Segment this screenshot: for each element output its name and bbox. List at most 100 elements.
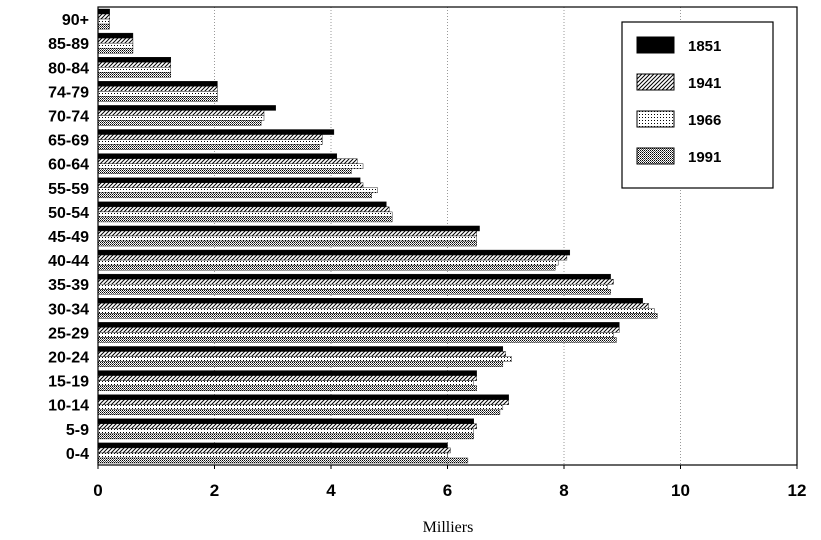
bar-35-39-1851 xyxy=(97,273,611,280)
bar-15-19-1851 xyxy=(97,370,477,376)
y-category-label: 35-39 xyxy=(48,277,89,294)
bar-80-84-1851 xyxy=(97,57,172,63)
bar-10-14-1941 xyxy=(97,399,509,405)
bar-55-59-1941 xyxy=(97,182,364,188)
bar-50-54-1941 xyxy=(97,206,390,213)
bar-70-74-1991 xyxy=(97,120,262,126)
bar-10-14-1966 xyxy=(97,404,504,410)
bar-10-14-1851 xyxy=(97,394,509,400)
bar-60-64-1851 xyxy=(97,153,338,159)
y-category-label: 85-89 xyxy=(48,36,89,53)
bar-74-79-1966 xyxy=(97,91,218,97)
legend-swatch-1851 xyxy=(636,36,675,54)
bar-70-74-1966 xyxy=(97,115,265,121)
y-category-label: 10-14 xyxy=(48,398,89,415)
bar-85-89-1991 xyxy=(97,47,134,54)
bar-15-19-1941 xyxy=(97,375,477,381)
legend-swatch-1991 xyxy=(636,147,675,165)
bar-74-79-1941 xyxy=(97,86,218,92)
x-tick-label: 2 xyxy=(210,481,219,500)
bar-15-19-1966 xyxy=(97,380,474,386)
bar-30-34-1991 xyxy=(97,313,658,319)
bar-55-59-1851 xyxy=(97,177,361,183)
bar-45-49-1941 xyxy=(97,230,477,237)
y-category-label: 55-59 xyxy=(48,181,89,198)
bar-20-24-1941 xyxy=(97,351,506,357)
y-category-label: 5-9 xyxy=(66,422,89,439)
y-category-label: 65-69 xyxy=(48,133,89,150)
bar-35-39-1966 xyxy=(97,284,608,290)
bar-45-49-1966 xyxy=(97,235,477,242)
y-category-label: 25-29 xyxy=(48,325,89,342)
legend-label-1851: 1851 xyxy=(688,38,721,55)
bar-0-4-1966 xyxy=(97,452,448,459)
y-category-label: 74-79 xyxy=(48,84,89,101)
x-tick-label: 8 xyxy=(559,481,568,500)
x-tick-label: 4 xyxy=(326,481,336,500)
bar-90+-1991 xyxy=(97,23,110,30)
bar-0-4-1941 xyxy=(97,447,451,454)
legend-label-1966: 1966 xyxy=(688,112,721,129)
y-category-label: 80-84 xyxy=(48,60,89,77)
y-category-label: 30-34 xyxy=(48,301,89,318)
bar-25-29-1851 xyxy=(97,322,620,328)
bar-30-34-1851 xyxy=(97,298,643,304)
bar-35-39-1991 xyxy=(97,289,611,295)
bar-74-79-1851 xyxy=(97,81,218,87)
bar-5-9-1941 xyxy=(97,423,477,430)
bar-55-59-1991 xyxy=(97,192,372,199)
bar-80-84-1966 xyxy=(97,67,172,73)
bar-90+-1941 xyxy=(97,13,110,20)
bar-40-44-1941 xyxy=(97,254,568,261)
bar-20-24-1966 xyxy=(97,356,512,362)
bar-90+-1851 xyxy=(97,8,110,15)
y-category-label: 45-49 xyxy=(48,229,89,246)
bar-85-89-1966 xyxy=(97,42,134,49)
legend-swatch-1966 xyxy=(636,110,675,128)
bar-20-24-1991 xyxy=(97,361,504,367)
bar-35-39-1941 xyxy=(97,278,614,285)
bar-30-34-1966 xyxy=(97,308,655,314)
bar-70-74-1941 xyxy=(97,110,265,116)
bars xyxy=(97,8,658,464)
bar-15-19-1991 xyxy=(97,385,477,391)
bar-50-54-1851 xyxy=(97,201,387,208)
bar-70-74-1851 xyxy=(97,105,276,111)
y-category-label: 40-44 xyxy=(48,253,89,270)
y-category-label: 60-64 xyxy=(48,157,89,174)
legend-swatch-1941 xyxy=(636,73,675,91)
bar-65-69-1941 xyxy=(97,134,323,140)
bar-65-69-1991 xyxy=(97,144,320,150)
bar-80-84-1991 xyxy=(97,72,172,78)
bar-90+-1966 xyxy=(97,18,110,25)
bar-60-64-1991 xyxy=(97,168,352,174)
bar-40-44-1966 xyxy=(97,259,559,266)
bar-60-64-1966 xyxy=(97,163,364,169)
bar-25-29-1966 xyxy=(97,332,614,338)
bar-40-44-1851 xyxy=(97,249,571,256)
bar-74-79-1991 xyxy=(97,96,218,102)
bar-0-4-1991 xyxy=(97,457,469,464)
y-category-label: 15-19 xyxy=(48,374,89,391)
x-tick-label: 6 xyxy=(443,481,452,500)
bar-5-9-1966 xyxy=(97,428,474,435)
bar-0-4-1851 xyxy=(97,442,448,449)
bar-60-64-1941 xyxy=(97,158,358,164)
bar-65-69-1851 xyxy=(97,129,335,135)
x-tick-label: 10 xyxy=(671,481,690,500)
bar-10-14-1991 xyxy=(97,409,501,415)
bar-25-29-1941 xyxy=(97,327,620,333)
bar-80-84-1941 xyxy=(97,62,172,68)
bar-50-54-1991 xyxy=(97,216,393,223)
bar-25-29-1991 xyxy=(97,337,617,343)
legend-label-1941: 1941 xyxy=(688,75,721,92)
bar-20-24-1851 xyxy=(97,346,504,352)
legend-label-1991: 1991 xyxy=(688,149,721,166)
bar-45-49-1991 xyxy=(97,240,477,247)
y-category-label: 70-74 xyxy=(48,109,89,126)
bar-65-69-1966 xyxy=(97,139,323,145)
bar-40-44-1991 xyxy=(97,264,556,271)
bar-5-9-1991 xyxy=(97,433,474,440)
axes: 0 2 4 6 8 10 12 0-4 5-9 10-14 15-19 20-24 25-29 30-34… xyxy=(48,6,806,500)
